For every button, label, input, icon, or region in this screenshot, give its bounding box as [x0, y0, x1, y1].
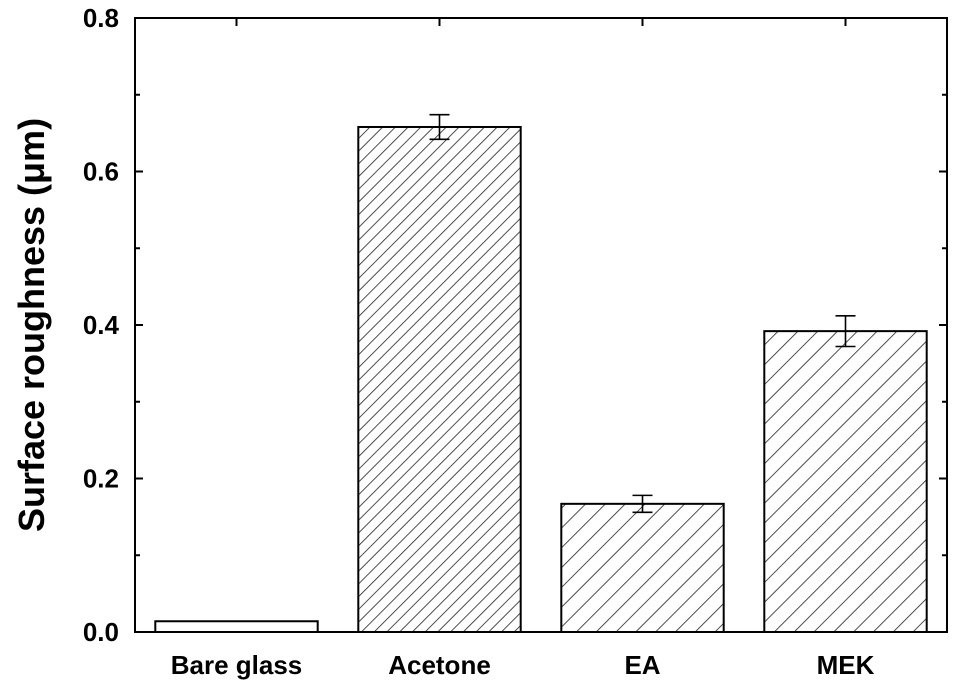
x-tick-label: MEK: [817, 650, 875, 680]
error-bars: [429, 113, 856, 514]
x-tick-label: Bare glass: [171, 650, 303, 680]
bar-ea: [560, 502, 725, 634]
bar-mek: [763, 330, 928, 633]
y-axis-title: Surface roughness (μm): [11, 118, 52, 532]
x-tick-label: EA: [624, 650, 660, 680]
tick-labels: 0.0 0.2 0.4 0.6 0.8 Bare glass Acetone EA MEK: [83, 3, 875, 680]
plot-frame: [134, 17, 948, 633]
y-tick-label: 0.4: [83, 310, 120, 340]
bar-acetone: [357, 125, 522, 634]
y-tick-label: 0.8: [83, 3, 119, 33]
x-tick-label: Acetone: [388, 650, 491, 680]
y-tick-label: 0.6: [83, 157, 119, 187]
bar-bare-glass: [154, 620, 319, 634]
y-tick-label: 0.0: [83, 617, 119, 647]
bars: [154, 125, 928, 634]
y-tick-label: 0.2: [83, 464, 119, 494]
